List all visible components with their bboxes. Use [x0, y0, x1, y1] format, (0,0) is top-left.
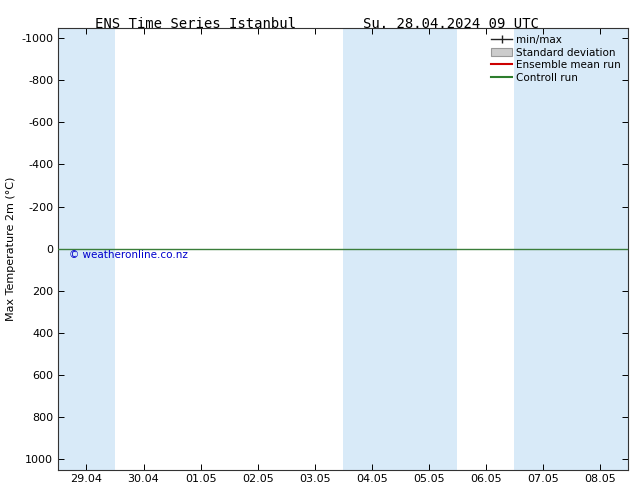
Text: © weatheronline.co.nz: © weatheronline.co.nz: [69, 250, 188, 260]
Text: ENS Time Series Istanbul        Su. 28.04.2024 09 UTC: ENS Time Series Istanbul Su. 28.04.2024 …: [95, 17, 539, 31]
Y-axis label: Max Temperature 2m (°C): Max Temperature 2m (°C): [6, 176, 16, 321]
Legend: min/max, Standard deviation, Ensemble mean run, Controll run: min/max, Standard deviation, Ensemble me…: [489, 33, 623, 85]
Bar: [58, 27, 115, 469]
Bar: [514, 27, 628, 469]
Bar: [343, 27, 457, 469]
